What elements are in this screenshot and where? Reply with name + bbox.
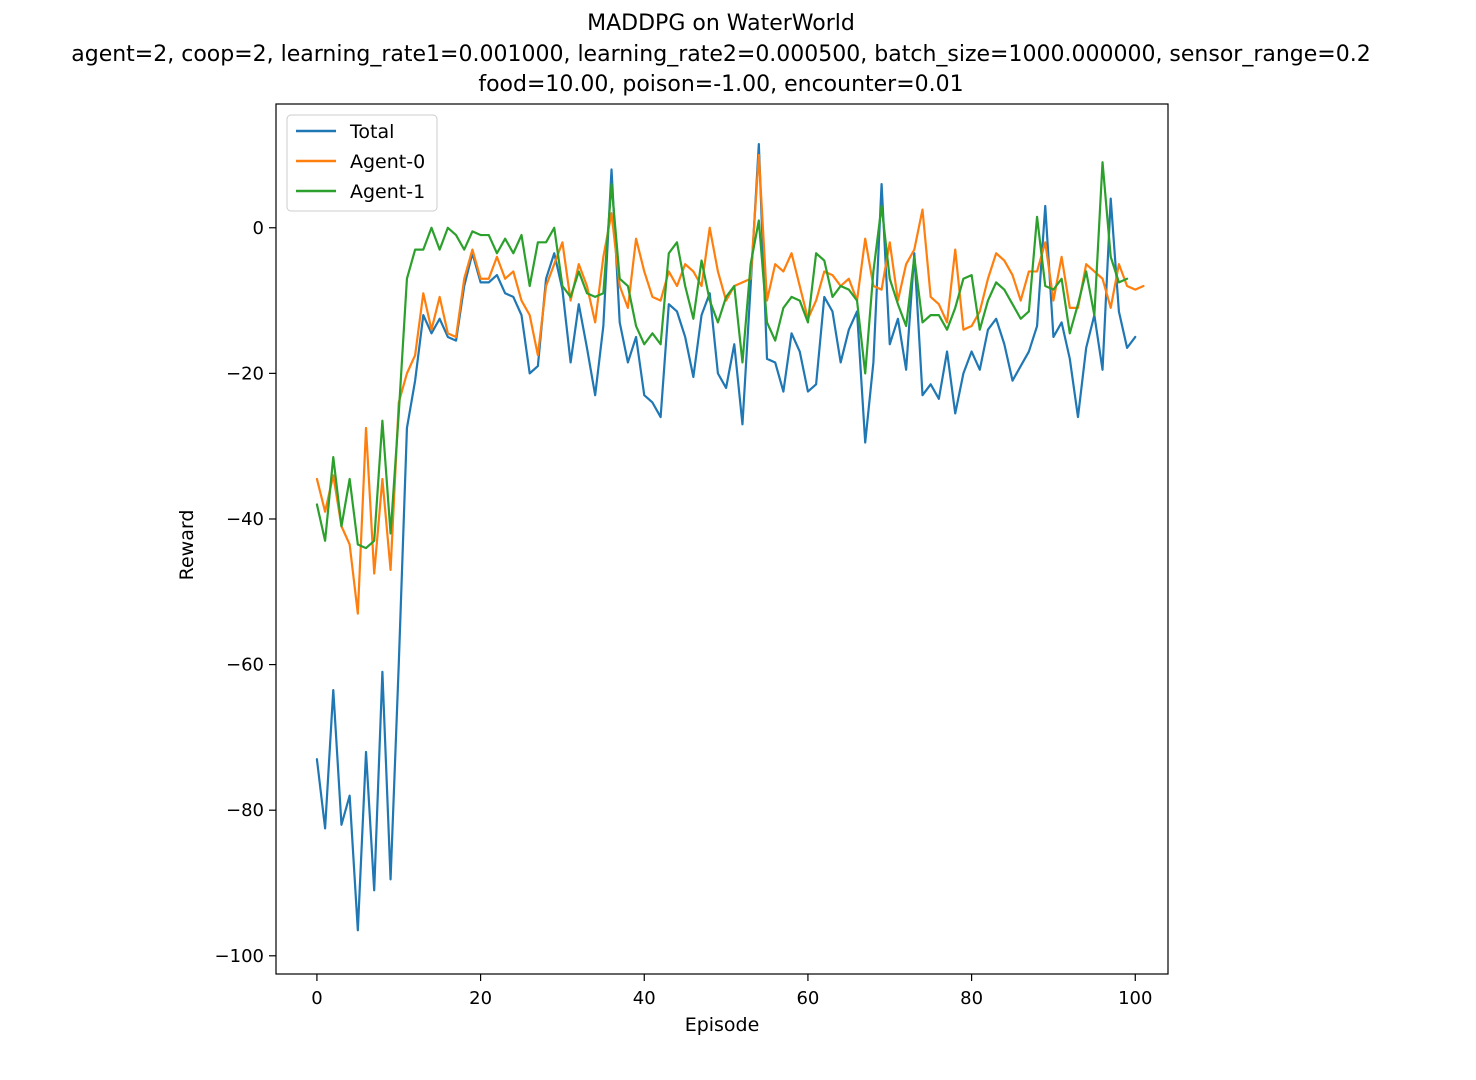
- x-tick-label: 0: [311, 988, 322, 1009]
- x-axis: 0 20 40 60 80 100: [311, 974, 1152, 1009]
- chart-title-line-1: MADDPG on WaterWorld: [587, 11, 855, 36]
- legend: Total Agent-0 Agent-1: [286, 114, 438, 212]
- series-line-total: [315, 142, 1137, 932]
- chart-title-line-3: food=10.00, poison=-1.00, encounter=0.01: [478, 72, 963, 97]
- x-tick-label: 100: [1118, 988, 1152, 1009]
- y-tick-label: 0: [253, 218, 264, 239]
- y-tick-label: −100: [215, 946, 264, 967]
- series-line-agent-1: [315, 161, 1129, 550]
- legend-label-total: Total: [349, 121, 394, 143]
- x-axis-label: Episode: [685, 1014, 760, 1036]
- x-tick-label: 60: [796, 988, 819, 1009]
- y-tick-label: −40: [226, 509, 264, 530]
- y-axis: 0 −20 −40 −60 −80 −100: [215, 218, 276, 967]
- y-axis-label: Reward: [176, 510, 198, 581]
- y-tick-label: −20: [226, 363, 264, 384]
- x-tick-label: 80: [960, 988, 983, 1009]
- series-line-agent-0: [315, 153, 1145, 615]
- legend-box: [286, 114, 438, 212]
- chart-title: MADDPG on WaterWorld agent=2, coop=2, le…: [71, 11, 1370, 97]
- legend-label-agent-1: Agent-1: [350, 181, 425, 203]
- plot-area: [315, 142, 1145, 932]
- x-tick-label: 20: [469, 988, 492, 1009]
- x-tick-label: 40: [633, 988, 656, 1009]
- y-tick-label: −60: [226, 655, 264, 676]
- plot-frame: [275, 103, 1169, 975]
- chart-title-line-2: agent=2, coop=2, learning_rate1=0.001000…: [71, 42, 1370, 67]
- legend-label-agent-0: Agent-0: [350, 151, 425, 173]
- y-tick-label: −80: [226, 800, 264, 821]
